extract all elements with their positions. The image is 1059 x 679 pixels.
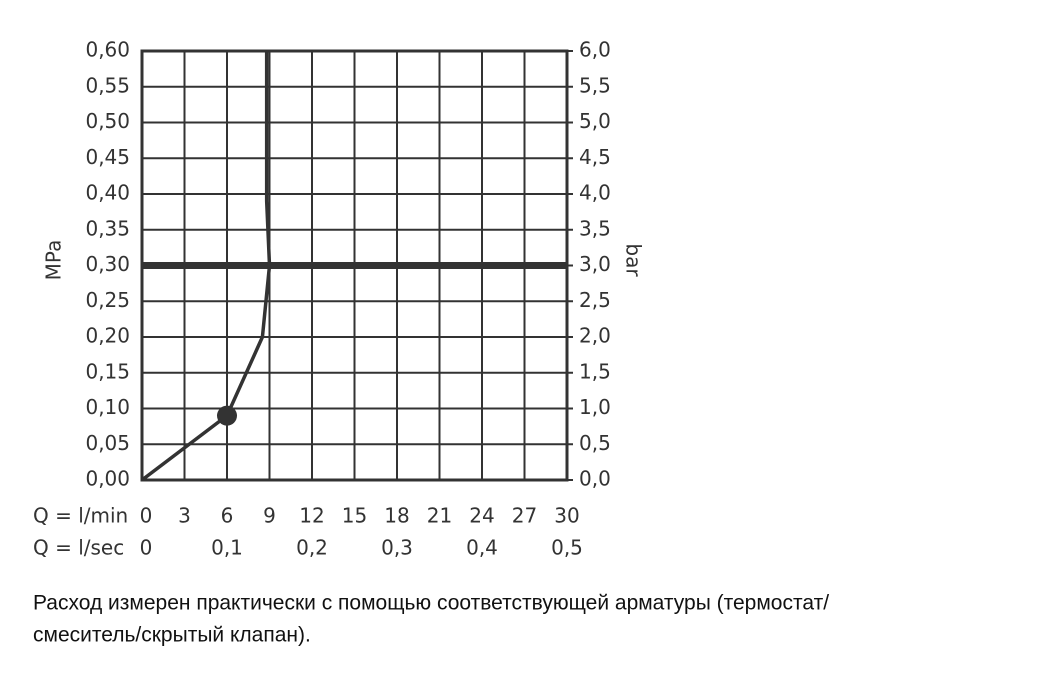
data-line xyxy=(140,51,272,482)
x-tick-label: 30 xyxy=(554,504,579,528)
operating-point xyxy=(217,405,237,426)
y2-tick-label: 5,5 xyxy=(579,73,611,97)
x2-tick-label: 0,1 xyxy=(211,536,243,560)
y-tick-label: 0,00 xyxy=(85,467,130,491)
x-tick-label: 24 xyxy=(469,504,494,528)
caption: смеситель/скрытый клапан). xyxy=(33,624,311,647)
y-tick-label: 0,60 xyxy=(85,38,130,62)
y-tick-label: 0,10 xyxy=(85,395,130,419)
caption: Расход измерен практически с помощью соо… xyxy=(33,592,829,615)
y-tick-label: 0,35 xyxy=(85,216,130,240)
y2-tick-label: 4,5 xyxy=(579,145,611,169)
x-axis-label: Q = l/min xyxy=(33,504,128,528)
x2-tick-label: 0,3 xyxy=(381,536,413,560)
x-tick-label: 27 xyxy=(512,504,537,528)
y2-tick-label: 2,5 xyxy=(579,288,611,312)
y2-tick-label: 4,0 xyxy=(579,181,611,205)
x2-tick-label: 0 xyxy=(140,536,153,560)
y-tick-label: 0,05 xyxy=(85,431,130,455)
y2-tick-label: 5,0 xyxy=(579,109,611,133)
y-axis-label: MPa xyxy=(42,240,66,281)
y-tick-label: 0,20 xyxy=(85,324,130,348)
x-tick-label: 6 xyxy=(221,504,234,528)
x-tick-label: 9 xyxy=(263,504,276,528)
y2-tick-label: 3,0 xyxy=(579,252,611,276)
y-tick-label: 0,15 xyxy=(85,359,130,383)
x-tick-label: 18 xyxy=(384,504,409,528)
y2-tick-label: 1,0 xyxy=(579,395,611,419)
x-tick-label: 0 xyxy=(140,504,153,528)
y2-tick-label: 2,0 xyxy=(579,324,611,348)
y-tick-label: 0,40 xyxy=(85,181,130,205)
y-tick-label: 0,25 xyxy=(85,288,130,312)
x2-tick-label: 0,2 xyxy=(296,536,328,560)
y-tick-label: 0,55 xyxy=(85,73,130,97)
y2-tick-label: 0,0 xyxy=(579,467,611,491)
y2-tick-label: 1,5 xyxy=(579,359,611,383)
x2-tick-label: 0,4 xyxy=(466,536,498,560)
x-tick-label: 21 xyxy=(427,504,452,528)
y2-tick-label: 3,5 xyxy=(579,216,611,240)
x-tick-label: 3 xyxy=(178,504,191,528)
y-tick-label: 0,45 xyxy=(85,145,130,169)
x-tick-label: 12 xyxy=(299,504,324,528)
x2-axis-label: Q = l/sec xyxy=(33,536,124,560)
y-tick-label: 0,30 xyxy=(85,252,130,276)
y2-tick-label: 6,0 xyxy=(579,38,611,62)
y2-tick-label: 0,5 xyxy=(579,431,611,455)
y2-axis-label: bar xyxy=(622,243,646,277)
x2-tick-label: 0,5 xyxy=(551,536,583,560)
y-tick-label: 0,50 xyxy=(85,109,130,133)
x-tick-label: 15 xyxy=(342,504,367,528)
